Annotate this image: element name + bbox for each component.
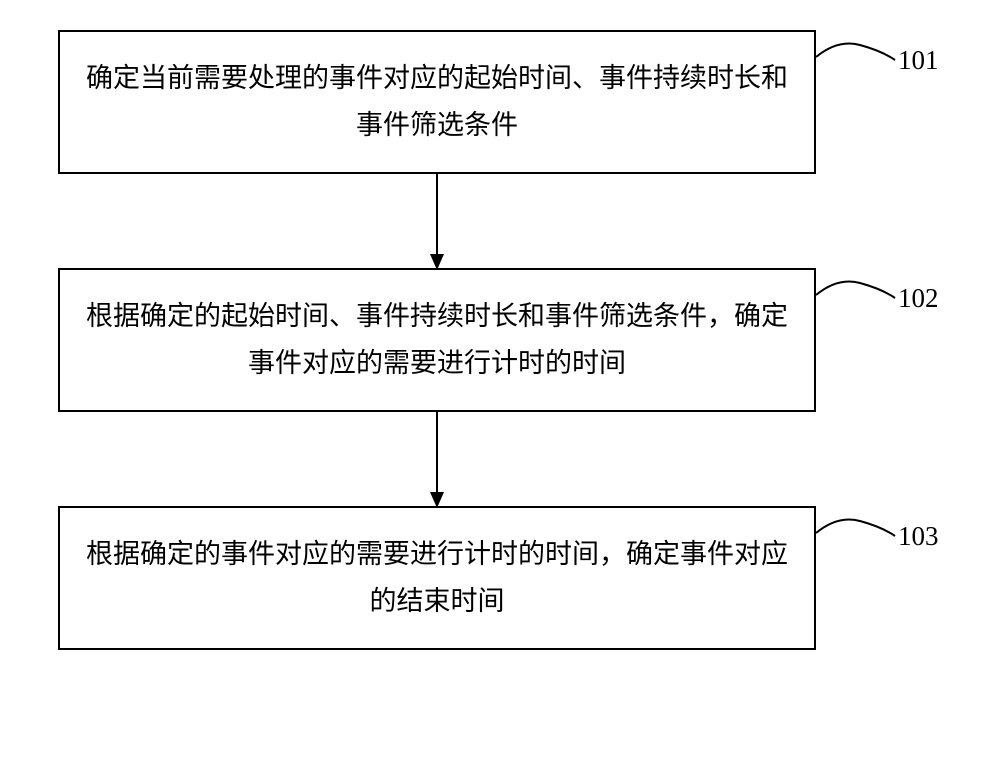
flowchart-canvas: 确定当前需要处理的事件对应的起始时间、事件持续时长和事件筛选条件 101 根据确… xyxy=(0,0,1000,757)
connector-1 xyxy=(816,44,895,61)
connector-3 xyxy=(816,520,895,537)
flow-step-2-label: 102 xyxy=(898,283,939,314)
flow-step-3: 根据确定的事件对应的需要进行计时的时间，确定事件对应的结束时间 xyxy=(58,506,816,650)
flow-step-2-text: 根据确定的起始时间、事件持续时长和事件筛选条件，确定事件对应的需要进行计时的时间 xyxy=(84,293,790,388)
flow-step-1-label: 101 xyxy=(898,45,939,76)
flow-step-1-label-text: 101 xyxy=(898,45,939,75)
flow-step-3-text: 根据确定的事件对应的需要进行计时的时间，确定事件对应的结束时间 xyxy=(84,531,790,626)
flow-step-3-label-text: 103 xyxy=(898,521,939,551)
connector-2 xyxy=(816,282,895,299)
flow-step-1-text: 确定当前需要处理的事件对应的起始时间、事件持续时长和事件筛选条件 xyxy=(84,55,790,150)
flow-step-2-label-text: 102 xyxy=(898,283,939,313)
flow-step-1: 确定当前需要处理的事件对应的起始时间、事件持续时长和事件筛选条件 xyxy=(58,30,816,174)
flow-step-2: 根据确定的起始时间、事件持续时长和事件筛选条件，确定事件对应的需要进行计时的时间 xyxy=(58,268,816,412)
flow-step-3-label: 103 xyxy=(898,521,939,552)
